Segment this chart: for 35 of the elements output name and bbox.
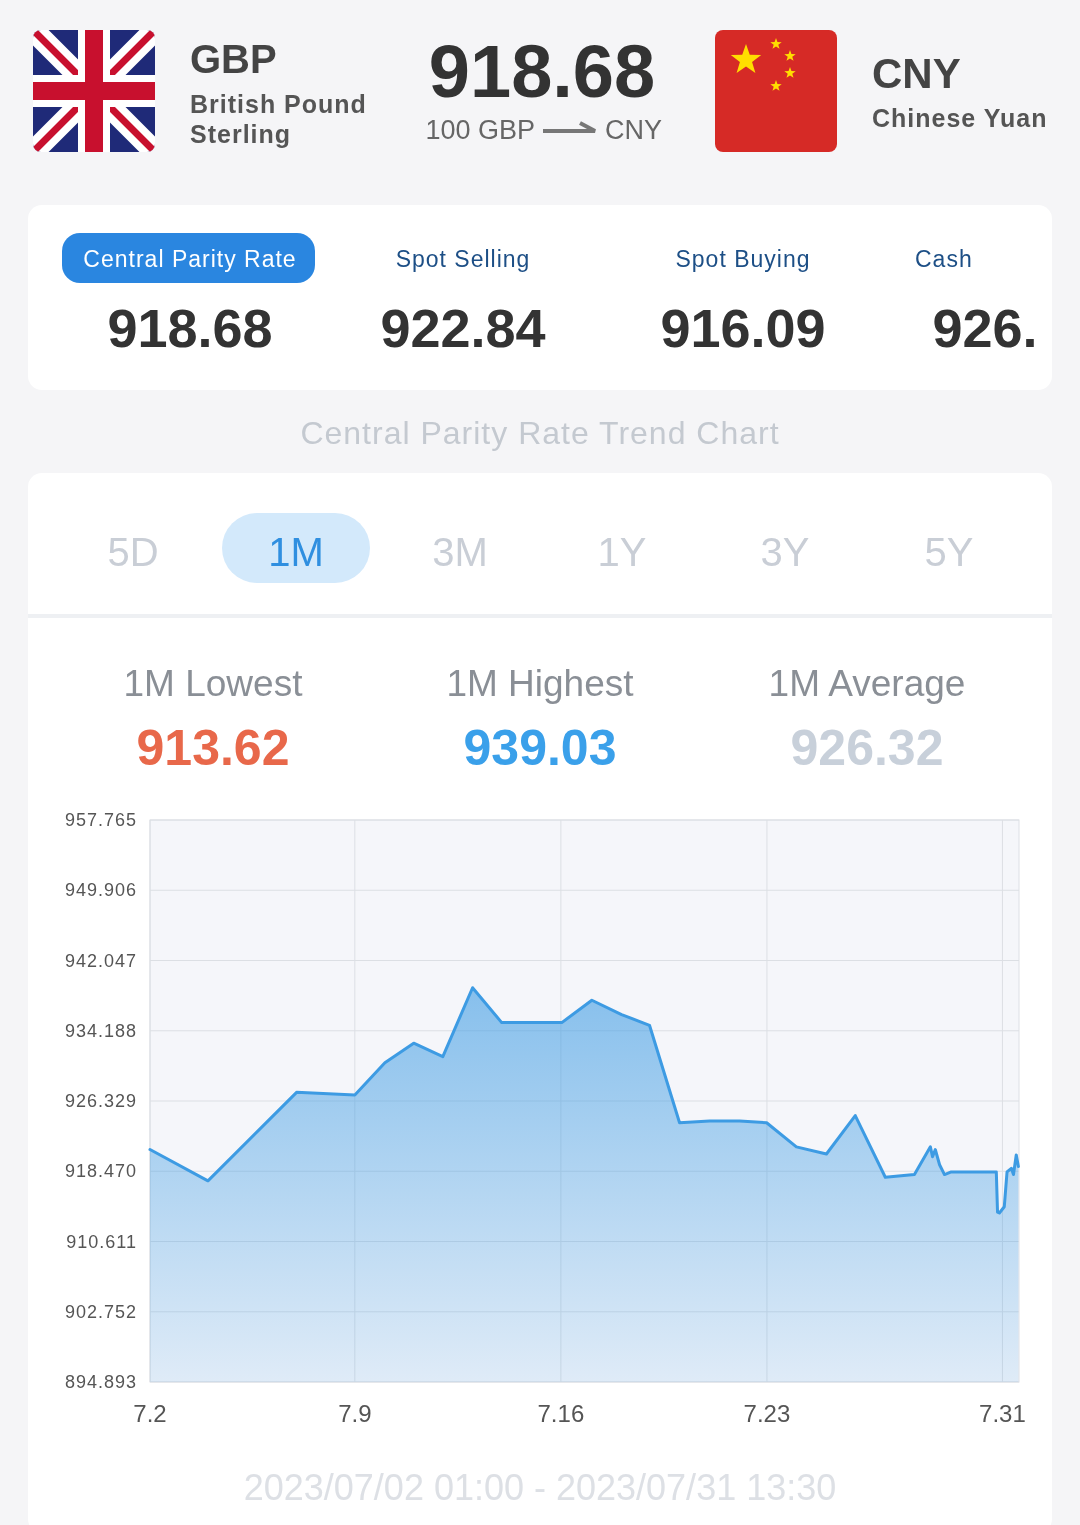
y-tick-label: 894.893 bbox=[64, 1372, 137, 1392]
text: 1M bbox=[268, 530, 324, 574]
text: 1M Highest bbox=[446, 663, 635, 704]
y-tick-label: 934.188 bbox=[64, 1020, 137, 1041]
x-tick-label: 7.2 bbox=[133, 1400, 167, 1427]
text: 913.62 bbox=[136, 720, 290, 776]
x-tick-label: 7.9 bbox=[338, 1400, 372, 1427]
y-tick-label: 902.752 bbox=[64, 1301, 137, 1322]
text: 1M Average bbox=[768, 663, 966, 704]
text: 918.68 bbox=[428, 30, 656, 113]
x-tick-label: 7.31 bbox=[979, 1400, 1026, 1427]
text: 926. bbox=[932, 298, 1038, 358]
text: Central Parity Rate bbox=[83, 246, 297, 272]
text: 922.84 bbox=[380, 298, 546, 358]
x-tick-label: 7.16 bbox=[537, 1400, 585, 1427]
y-tick-label: 957.765 bbox=[64, 810, 137, 830]
text: CNY bbox=[872, 50, 961, 97]
y-tick-label: 942.047 bbox=[64, 950, 137, 971]
text: 100 GBP bbox=[425, 115, 535, 145]
text: 1M Lowest bbox=[123, 663, 304, 704]
text: Spot Selling bbox=[395, 246, 531, 272]
text: Chinese Yuan bbox=[872, 104, 1048, 132]
text: 939.03 bbox=[463, 720, 617, 776]
y-tick-label: 910.611 bbox=[66, 1231, 137, 1252]
text: 918.68 bbox=[107, 298, 273, 358]
text: Cash bbox=[915, 246, 973, 272]
y-tick-label: 926.329 bbox=[64, 1091, 137, 1111]
text: British Pound Sterling bbox=[190, 90, 367, 148]
text: Spot Buying bbox=[675, 246, 811, 272]
text: GBP bbox=[190, 37, 277, 81]
y-tick-label: 918.470 bbox=[64, 1161, 137, 1182]
x-tick-label: 7.23 bbox=[743, 1400, 791, 1427]
text: 916.09 bbox=[660, 298, 826, 358]
y-tick-label: 949.906 bbox=[64, 880, 137, 901]
text: CNY bbox=[605, 115, 663, 145]
